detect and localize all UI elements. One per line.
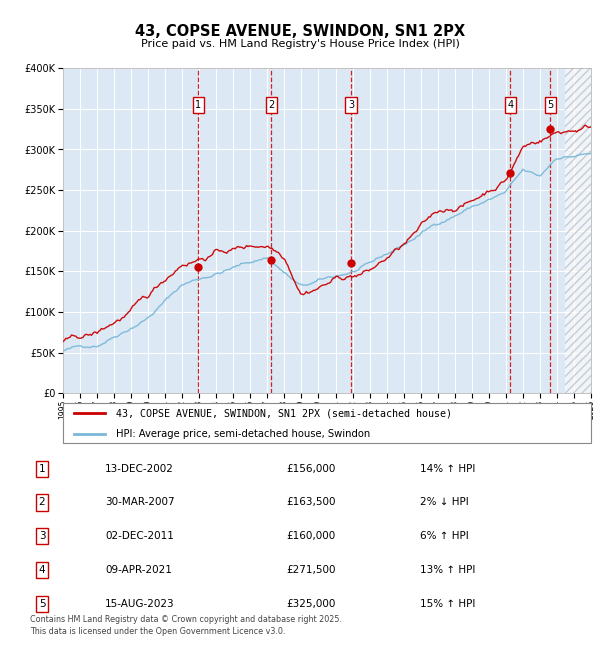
Bar <box>565 68 591 393</box>
Text: 6% ↑ HPI: 6% ↑ HPI <box>420 531 469 541</box>
Text: 4: 4 <box>508 100 514 110</box>
Text: £160,000: £160,000 <box>287 531 336 541</box>
Text: 30-MAR-2007: 30-MAR-2007 <box>105 497 175 508</box>
Text: £271,500: £271,500 <box>287 565 336 575</box>
Text: 5: 5 <box>38 599 46 609</box>
Text: 43, COPSE AVENUE, SWINDON, SN1 2PX (semi-detached house): 43, COPSE AVENUE, SWINDON, SN1 2PX (semi… <box>116 408 452 419</box>
Text: £163,500: £163,500 <box>287 497 336 508</box>
Text: 3: 3 <box>38 531 46 541</box>
Text: 14% ↑ HPI: 14% ↑ HPI <box>420 463 475 474</box>
Text: 13-DEC-2002: 13-DEC-2002 <box>105 463 174 474</box>
Text: Price paid vs. HM Land Registry's House Price Index (HPI): Price paid vs. HM Land Registry's House … <box>140 39 460 49</box>
Text: 09-APR-2021: 09-APR-2021 <box>105 565 172 575</box>
Text: 3: 3 <box>348 100 354 110</box>
FancyBboxPatch shape <box>63 403 591 443</box>
Text: 1: 1 <box>196 100 202 110</box>
Text: 43, COPSE AVENUE, SWINDON, SN1 2PX: 43, COPSE AVENUE, SWINDON, SN1 2PX <box>135 23 465 39</box>
Text: 2% ↓ HPI: 2% ↓ HPI <box>420 497 469 508</box>
Text: 1: 1 <box>38 463 46 474</box>
Text: 2: 2 <box>38 497 46 508</box>
Text: 13% ↑ HPI: 13% ↑ HPI <box>420 565 475 575</box>
Text: 02-DEC-2011: 02-DEC-2011 <box>105 531 174 541</box>
Text: £325,000: £325,000 <box>287 599 336 609</box>
Text: 4: 4 <box>38 565 46 575</box>
Text: 2: 2 <box>268 100 275 110</box>
Text: HPI: Average price, semi-detached house, Swindon: HPI: Average price, semi-detached house,… <box>116 430 370 439</box>
Text: 15-AUG-2023: 15-AUG-2023 <box>105 599 175 609</box>
Text: 15% ↑ HPI: 15% ↑ HPI <box>420 599 475 609</box>
Text: £156,000: £156,000 <box>287 463 336 474</box>
Text: Contains HM Land Registry data © Crown copyright and database right 2025.
This d: Contains HM Land Registry data © Crown c… <box>30 615 342 636</box>
Text: 5: 5 <box>547 100 554 110</box>
